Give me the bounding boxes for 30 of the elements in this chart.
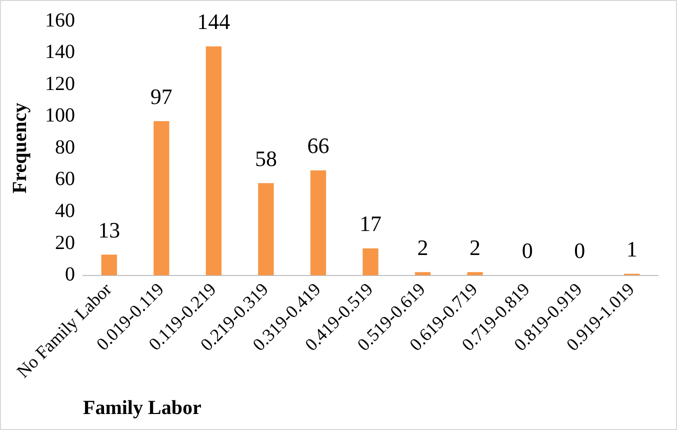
bar [414, 272, 431, 276]
data-label: 0 [522, 238, 533, 264]
y-tick-label: 60 [55, 168, 75, 190]
y-tick-label: 20 [55, 232, 75, 254]
y-tick-label: 120 [45, 72, 75, 95]
bar [362, 248, 378, 276]
data-label: 2 [470, 234, 481, 260]
y-tick-label: 40 [55, 200, 75, 222]
bar [206, 46, 222, 276]
data-label: 66 [307, 133, 330, 158]
bar [154, 121, 170, 276]
data-label: 144 [197, 9, 230, 34]
y-tick-label: 80 [55, 136, 75, 158]
y-tick-label: 140 [45, 41, 75, 64]
data-label: 13 [98, 217, 120, 242]
data-label: 97 [150, 84, 172, 109]
bar [310, 170, 326, 276]
x-axis-title: Family Labor [83, 397, 202, 420]
y-axis-title: Frequency [9, 102, 32, 194]
bar [101, 254, 117, 276]
data-label: 0 [574, 238, 586, 264]
y-tick-label: 0 [65, 264, 75, 286]
y-tick-label: 160 [45, 9, 75, 32]
data-label: 1 [626, 236, 638, 262]
bar [258, 183, 274, 276]
data-label: 17 [360, 211, 382, 236]
data-label: 2 [417, 234, 428, 260]
data-label: 58 [254, 146, 277, 171]
bar [467, 272, 483, 276]
y-tick-label: 100 [45, 104, 75, 127]
